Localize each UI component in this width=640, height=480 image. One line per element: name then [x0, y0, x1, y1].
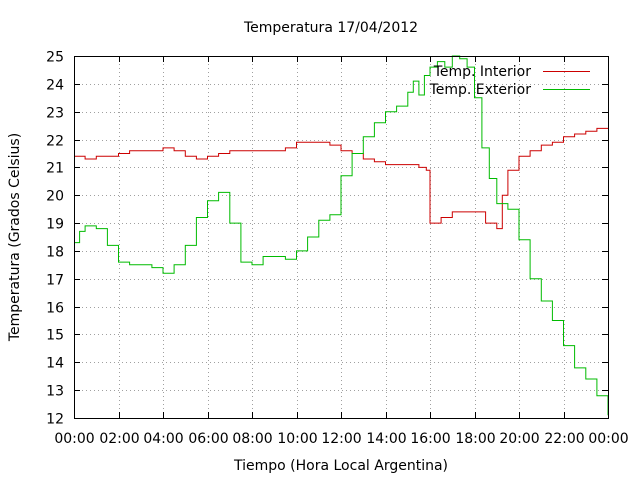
series-line-temp-exterior	[74, 55, 609, 416]
y-tick-label: 22	[46, 134, 64, 150]
x-tick-label: 10:00	[277, 431, 317, 447]
y-tick-label: 16	[46, 301, 64, 317]
x-tick-label: 06:00	[188, 431, 228, 447]
legend-label-temp-interior: Temp. Interior	[433, 64, 532, 80]
x-tick-label: 18:00	[455, 431, 495, 447]
legend-label-temp-exterior: Temp. Exterior	[429, 82, 532, 98]
x-tick-labels: 00:00 02:00 04:00 06:00 08:00 10:00 12:00 14:00…	[54, 431, 628, 447]
y-tick-label: 14	[46, 356, 64, 372]
y-tick-label: 23	[46, 106, 64, 122]
x-tick-label: 22:00	[544, 431, 584, 447]
x-tick-label: 08:00	[232, 431, 272, 447]
y-tick-label: 12	[46, 412, 64, 428]
grid-lines	[74, 56, 608, 418]
y-tick-label: 25	[46, 50, 64, 66]
y-axis-label: Temperatura (Grados Celsius)	[7, 133, 23, 342]
x-tick-label: 20:00	[499, 431, 539, 447]
y-tick-label: 17	[46, 273, 64, 289]
x-tick-label: 14:00	[366, 431, 406, 447]
y-tick-label: 18	[46, 245, 64, 261]
axis-ticks	[74, 56, 609, 419]
x-tick-label: 00:00	[54, 431, 94, 447]
x-tick-label: 04:00	[143, 431, 183, 447]
y-tick-labels: 12 13 14 15 16 17 18 19 20 21 22 23 24 25	[46, 50, 64, 428]
plot-series	[74, 55, 609, 416]
y-tick-label: 13	[46, 384, 64, 400]
legend: Temp. Interior Temp. Exterior	[429, 64, 590, 98]
y-tick-label: 15	[46, 328, 64, 344]
x-axis-label: Tiempo (Hora Local Argentina)	[233, 458, 448, 474]
y-tick-label: 20	[46, 189, 64, 205]
y-tick-label: 24	[46, 78, 64, 94]
x-tick-label: 12:00	[321, 431, 361, 447]
x-tick-label: 16:00	[410, 431, 450, 447]
x-tick-label: 02:00	[99, 431, 139, 447]
x-tick-label: 00:00	[588, 431, 628, 447]
y-tick-label: 19	[46, 217, 64, 233]
y-tick-label: 21	[46, 161, 64, 177]
chart-title: Temperatura 17/04/2012	[243, 20, 418, 36]
series-line-temp-interior	[74, 127, 608, 230]
